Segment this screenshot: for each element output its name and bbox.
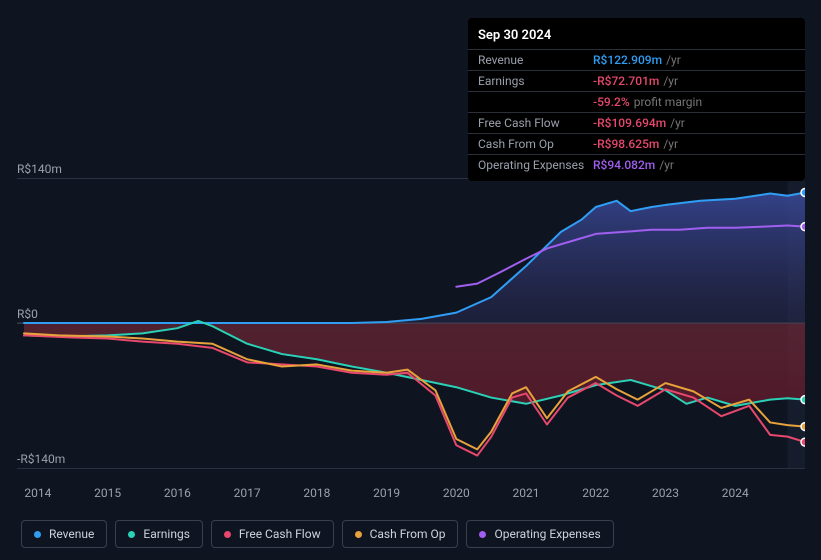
- chart-plot[interactable]: [17, 178, 805, 468]
- legend-item-cash-from-op[interactable]: Cash From Op: [342, 520, 459, 548]
- legend-label: Free Cash Flow: [239, 527, 321, 541]
- tooltip-row: Cash From Op-R$98.625m/yr: [468, 133, 805, 154]
- tooltip-row-label: Revenue: [478, 53, 593, 67]
- legend-label: Cash From Op: [370, 527, 446, 541]
- tooltip-row-value: R$122.909m: [593, 53, 662, 67]
- x-tick-label: 2020: [443, 486, 470, 500]
- legend-dot: [479, 531, 486, 538]
- chart-tooltip: Sep 30 2024 RevenueR$122.909m/yrEarnings…: [468, 18, 805, 181]
- x-tick-label: 2024: [722, 486, 749, 500]
- tooltip-row: -59.2% profit margin: [468, 91, 805, 112]
- chart-legend: Revenue Earnings Free Cash Flow Cash From O…: [21, 520, 614, 548]
- legend-label: Earnings: [143, 527, 190, 541]
- legend-label: Revenue: [49, 527, 94, 541]
- tooltip-date: Sep 30 2024: [468, 24, 805, 49]
- chart-area: R$140mR$0-R$140m 20142015201620172018201…: [17, 160, 805, 500]
- tooltip-row-label: Earnings: [478, 74, 593, 88]
- legend-label: Operating Expenses: [494, 527, 600, 541]
- tooltip-row-unit: /yr: [663, 137, 678, 151]
- tooltip-row-label: Cash From Op: [478, 137, 593, 151]
- tooltip-row-unit: /yr: [670, 116, 685, 130]
- legend-dot: [224, 531, 231, 538]
- tooltip-row: Free Cash Flow-R$109.694m/yr: [468, 112, 805, 133]
- tooltip-row-value: -59.2%: [593, 95, 630, 109]
- tooltip-row-unit: /yr: [666, 53, 681, 67]
- x-tick-label: 2021: [513, 486, 540, 500]
- tooltip-row-label: Free Cash Flow: [478, 116, 593, 130]
- x-tick-label: 2017: [234, 486, 261, 500]
- legend-item-operating-expenses[interactable]: Operating Expenses: [466, 520, 613, 548]
- tooltip-row: RevenueR$122.909m/yr: [468, 49, 805, 70]
- x-tick-label: 2023: [652, 486, 679, 500]
- tooltip-row-unit: /yr: [659, 158, 674, 172]
- legend-item-free-cash-flow[interactable]: Free Cash Flow: [211, 520, 334, 548]
- tooltip-row-note: profit margin: [634, 95, 702, 109]
- legend-dot: [34, 531, 41, 538]
- tooltip-row-unit: /yr: [663, 74, 678, 88]
- legend-item-earnings[interactable]: Earnings: [115, 520, 203, 548]
- legend-dot: [128, 531, 135, 538]
- tooltip-row: Earnings-R$72.701m/yr: [468, 70, 805, 91]
- tooltip-row-value: -R$109.694m: [593, 116, 666, 130]
- x-tick-label: 2018: [303, 486, 330, 500]
- tooltip-row-label: [478, 95, 593, 109]
- x-tick-label: 2015: [94, 486, 121, 500]
- tooltip-row: Operating ExpensesR$94.082m/yr: [468, 154, 805, 175]
- y-tick-label: R$140m: [17, 162, 62, 178]
- x-tick-label: 2016: [164, 486, 191, 500]
- tooltip-row-value: -R$98.625m: [593, 137, 659, 151]
- legend-dot: [355, 531, 362, 538]
- legend-item-revenue[interactable]: Revenue: [21, 520, 107, 548]
- x-tick-label: 2022: [582, 486, 609, 500]
- x-tick-label: 2014: [24, 486, 51, 500]
- x-tick-label: 2019: [373, 486, 400, 500]
- tooltip-row-label: Operating Expenses: [478, 158, 593, 172]
- y-gridline: [17, 468, 805, 469]
- tooltip-row-value: R$94.082m: [593, 158, 655, 172]
- tooltip-row-value: -R$72.701m: [593, 74, 659, 88]
